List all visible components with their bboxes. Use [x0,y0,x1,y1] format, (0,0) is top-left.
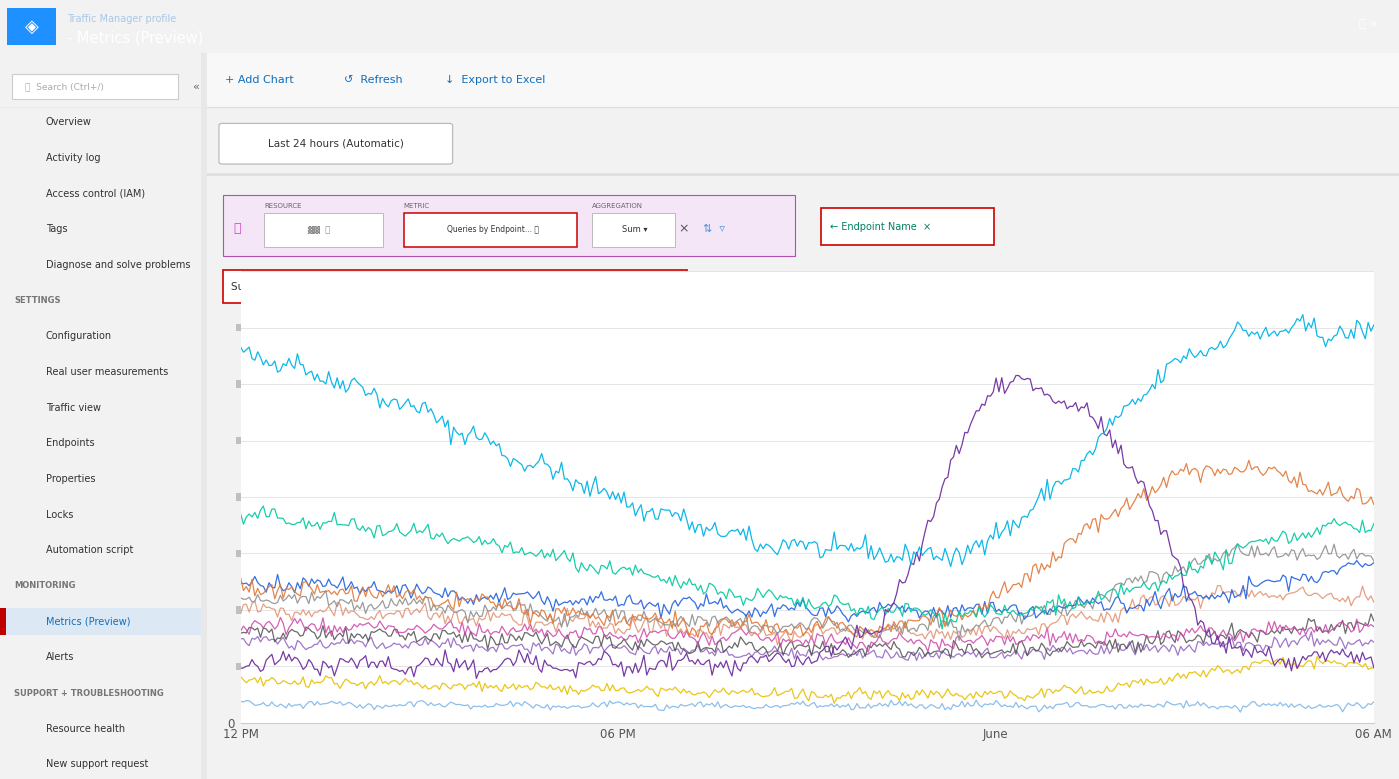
Text: Queries by Endpoint... 🔍: Queries by Endpoint... 🔍 [448,224,539,234]
Bar [222,195,795,256]
Text: Activity log: Activity log [46,153,101,163]
Bar [207,173,1399,176]
Text: - Metrics (Preview): - Metrics (Preview) [67,30,203,46]
FancyBboxPatch shape [220,123,453,164]
Bar [13,74,178,99]
Text: Configuration: Configuration [46,331,112,341]
Bar [264,213,383,247]
Bar [592,213,676,247]
Text: Real user measurements: Real user measurements [46,367,168,377]
Bar [236,437,241,444]
Text: Diagnose and solve problems: Diagnose and solve problems [46,259,190,270]
Bar [0,608,207,636]
Text: 📌 ×: 📌 × [1358,19,1378,29]
Bar [236,324,241,331]
Text: 🔍  Search (Ctrl+/): 🔍 Search (Ctrl+/) [25,82,104,91]
Text: ↓  Export to Excel: ↓ Export to Excel [445,76,546,85]
Text: ×: × [679,223,690,235]
Text: Resource health: Resource health [46,724,125,734]
Text: ↑ ↓  ✦  🗎  🗎  ⚙  ···: ↑ ↓ ✦ 🗎 🗎 ⚙ ··· [1270,282,1351,291]
Text: ↺  Refresh: ↺ Refresh [344,76,403,85]
Text: ← Endpoint Name  ×: ← Endpoint Name × [831,222,932,231]
Text: 〜: 〜 [234,222,241,235]
Text: New support request: New support request [46,760,148,770]
Text: + Add Chart: + Add Chart [225,76,294,85]
Text: ◈: ◈ [25,17,38,36]
Bar [236,493,241,501]
Text: Locks: Locks [46,509,73,520]
Text: MONITORING: MONITORING [14,581,76,590]
Text: Endpoints: Endpoints [46,439,94,448]
Text: METRIC: METRIC [404,203,429,209]
Text: «: « [192,81,199,91]
Bar [236,606,241,614]
Bar [222,270,687,304]
Text: Traffic view: Traffic view [46,403,101,413]
Text: Sum Queries by Endpoint Returned by Endpoint Name: Sum Queries by Endpoint Returned by Endp… [231,282,515,292]
Text: ▓▓  🔍: ▓▓ 🔍 [308,224,330,234]
Text: SETTINGS: SETTINGS [14,296,62,305]
Bar [0,608,6,636]
Text: Overview: Overview [46,117,91,127]
Text: SUPPORT + TROUBLESHOOTING: SUPPORT + TROUBLESHOOTING [14,689,164,697]
Text: AGGREGATION: AGGREGATION [592,203,644,209]
Bar [7,8,56,45]
Text: ⇅  ▿: ⇅ ▿ [702,224,725,234]
Text: Sum ▾: Sum ▾ [623,224,648,234]
Bar [821,208,993,245]
Bar [236,663,241,670]
Text: Access control (IAM): Access control (IAM) [46,189,144,199]
Bar [236,550,241,557]
Text: Tags: Tags [46,224,67,234]
Bar [404,213,576,247]
Text: Properties: Properties [46,474,95,484]
Text: Alerts: Alerts [46,652,74,662]
Bar [236,380,241,388]
Bar [207,53,1399,108]
Text: Traffic Manager profile: Traffic Manager profile [67,13,176,23]
Text: RESOURCE: RESOURCE [264,203,302,209]
Bar [201,53,207,779]
Text: Metrics (Preview): Metrics (Preview) [46,617,130,626]
Text: Last 24 hours (Automatic): Last 24 hours (Automatic) [267,139,404,149]
Text: Automation script: Automation script [46,545,133,555]
